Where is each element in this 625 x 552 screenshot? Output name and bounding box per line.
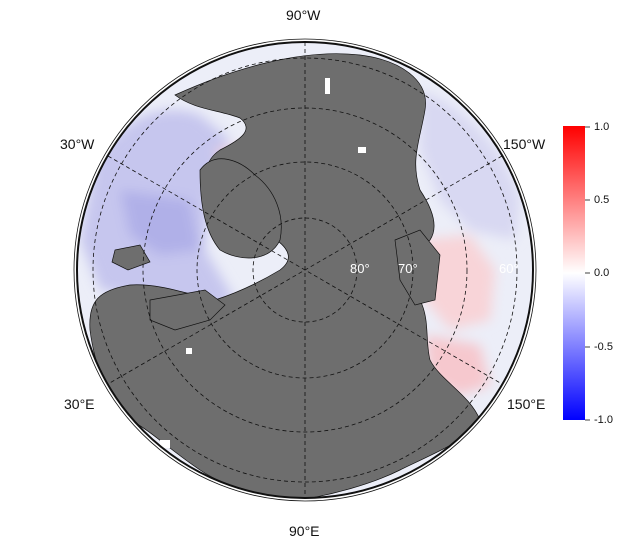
colorbar-tick-label: 1.0 (594, 121, 610, 133)
lon-label-lower-right: 150°E (507, 396, 546, 412)
greenland-landmass (199, 158, 282, 259)
map-frame (76, 41, 534, 499)
lat-label-60: 60° (499, 261, 519, 276)
lon-label-top: 90°W (286, 7, 321, 23)
meridian-150w-30e (107, 155, 503, 385)
lon-label-lower-left: 30°E (64, 396, 95, 412)
colorbar-ticks (585, 126, 590, 421)
alaska-landmass (394, 229, 441, 306)
graticule (92, 42, 518, 498)
land (89, 53, 481, 498)
colorbar-tick-label: 0.0 (594, 267, 610, 279)
iceland-landmass (111, 244, 151, 271)
scandinavia-landmass (149, 289, 226, 331)
colorbar (563, 126, 590, 421)
lon-label-upper-left: 30°W (60, 136, 95, 152)
lon-label-bottom: 90°E (289, 523, 320, 539)
lat-label-70: 70° (398, 261, 418, 276)
colorbar-tick-label: 0.5 (594, 194, 610, 206)
colorbar-tick-label: -0.5 (594, 341, 613, 353)
colorbar-ramp (563, 126, 585, 420)
colorbar-tick-label: -1.0 (594, 414, 613, 426)
lon-label-upper-right: 150°W (503, 136, 546, 152)
lat-label-80: 80° (350, 261, 370, 276)
lat-circle-50 (92, 57, 518, 483)
masked-cells (160, 78, 366, 448)
lat-circle-80 (252, 217, 358, 323)
